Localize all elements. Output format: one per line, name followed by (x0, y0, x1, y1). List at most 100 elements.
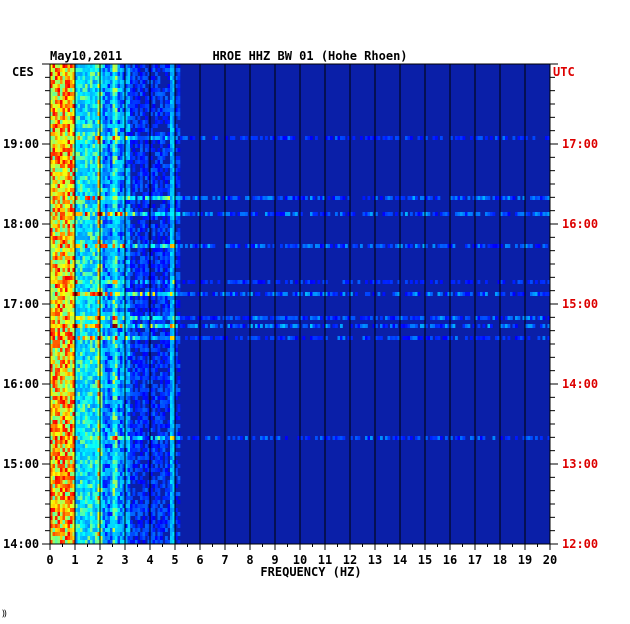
spectrogram-cell (62, 220, 66, 224)
spectrogram-cell (80, 260, 83, 264)
spectrogram-cell (85, 184, 88, 188)
spectrogram-cell (82, 348, 86, 352)
spectrogram-cell (65, 264, 68, 268)
spectrogram-cell (87, 312, 91, 316)
spectrogram-cell (107, 364, 111, 368)
spectrogram-cell (72, 216, 76, 220)
spectrogram-cell (160, 300, 163, 304)
spectrogram-cell (170, 184, 173, 188)
spectrogram-cell (97, 360, 101, 364)
spectrogram-cell (125, 228, 128, 232)
spectrogram-cell (120, 108, 123, 112)
spectrogram-cell (100, 220, 103, 224)
spectrogram-cell (120, 92, 123, 96)
spectrogram-cell (87, 352, 91, 356)
spectrogram-cell (370, 244, 373, 248)
spectrogram-cell (127, 160, 131, 164)
spectrogram-cell (170, 392, 173, 396)
spectrogram-cell (87, 316, 91, 320)
spectrogram-cell (65, 272, 68, 276)
spectrogram-cell (150, 360, 153, 364)
spectrogram-cell (497, 244, 501, 248)
spectrogram-cell (417, 212, 421, 216)
spectrogram-cell (170, 340, 173, 344)
spectrogram-cell (127, 124, 131, 128)
spectrogram-cell (107, 276, 111, 280)
spectrogram-cell (85, 348, 88, 352)
spectrogram-cell (332, 292, 336, 296)
spectrogram-cell (55, 228, 58, 232)
spectrogram-cell (97, 236, 101, 240)
spectrogram-cell (95, 340, 98, 344)
spectrogram-cell (90, 280, 93, 284)
spectrogram-cell (122, 296, 126, 300)
spectrogram-cell (222, 212, 226, 216)
spectrogram-cell (475, 316, 478, 320)
spectrogram-cell (97, 408, 101, 412)
spectrogram-cell (120, 144, 123, 148)
spectrogram-cell (100, 304, 103, 308)
spectrogram-cell (172, 296, 176, 300)
spectrogram-cell (90, 184, 93, 188)
spectrogram-cell (470, 336, 473, 340)
spectrogram-cell (65, 188, 68, 192)
spectrogram-cell (530, 316, 533, 320)
spectrogram-cell (85, 384, 88, 388)
spectrogram-cell (157, 148, 161, 152)
spectrogram-cell (122, 120, 126, 124)
spectrogram-cell (112, 228, 116, 232)
spectrogram-cell (112, 152, 116, 156)
spectrogram-cell (67, 244, 71, 248)
spectrogram-cell (147, 308, 151, 312)
spectrogram-cell (397, 280, 401, 284)
spectrogram-cell (170, 276, 173, 280)
spectrogram-cell (100, 180, 103, 184)
spectrogram-cell (127, 100, 131, 104)
spectrogram-cell (117, 84, 121, 88)
spectrogram-cell (475, 212, 478, 216)
spectrogram-cell (110, 136, 113, 140)
spectrogram-cell (177, 132, 181, 136)
spectrogram-cell (120, 308, 123, 312)
spectrogram-cell (62, 364, 66, 368)
spectrogram-cell (325, 244, 328, 248)
spectrogram-cell (67, 372, 71, 376)
spectrogram-cell (130, 224, 133, 228)
spectrogram-cell (92, 176, 96, 180)
spectrogram-cell (65, 308, 68, 312)
spectrogram-cell (120, 296, 123, 300)
spectrogram-cell (67, 252, 71, 256)
spectrogram-cell (60, 212, 63, 216)
spectrogram-cell (97, 124, 101, 128)
spectrogram-cell (90, 284, 93, 288)
spectrogram-cell (155, 72, 158, 76)
spectrogram-cell (177, 280, 181, 284)
spectrogram-cell (52, 244, 56, 248)
spectrogram-cell (80, 100, 83, 104)
spectrogram-cell (185, 316, 188, 320)
spectrogram-cell (75, 128, 78, 132)
spectrogram-cell (177, 64, 181, 68)
spectrogram-cell (275, 316, 278, 320)
spectrogram-cell (270, 196, 273, 200)
spectrogram-cell (547, 336, 551, 340)
spectrogram-cell (107, 272, 111, 276)
spectrogram-cell (57, 128, 61, 132)
spectrogram-cell (152, 76, 156, 80)
spectrogram-cell (175, 180, 178, 184)
spectrogram-cell (445, 244, 448, 248)
spectrogram-cell (55, 248, 58, 252)
spectrogram-cell (150, 208, 153, 212)
spectrogram-cell (60, 316, 63, 320)
spectrogram-cell (107, 68, 111, 72)
spectrogram-cell (145, 172, 148, 176)
spectrogram-cell (200, 196, 203, 200)
spectrogram-cell (50, 172, 53, 176)
spectrogram-cell (125, 308, 128, 312)
spectrogram-cell (120, 336, 123, 340)
spectrogram-cell (200, 136, 203, 140)
spectrogram-cell (122, 312, 126, 316)
spectrogram-cell (72, 416, 76, 420)
spectrogram-cell (522, 212, 526, 216)
spectrogram-cell (65, 260, 68, 264)
